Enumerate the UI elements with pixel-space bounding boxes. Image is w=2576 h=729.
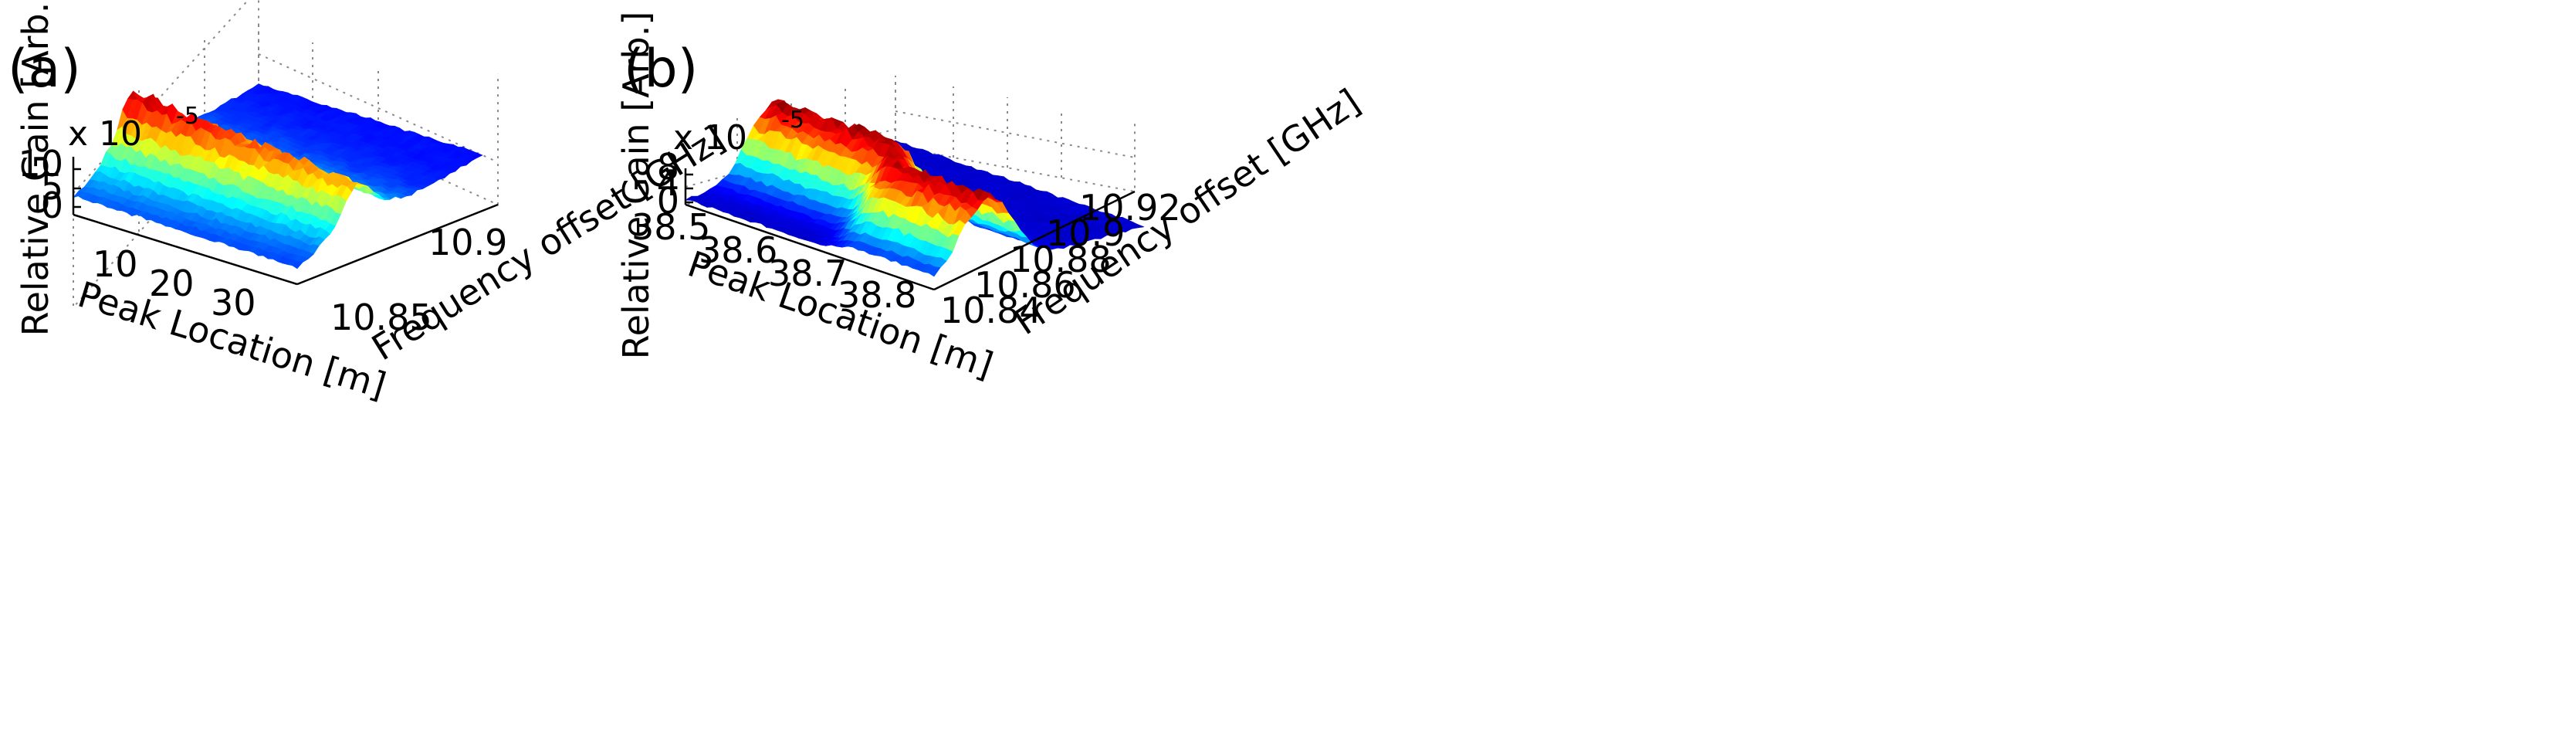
axes-a (72, 157, 499, 286)
surface-patch (928, 266, 941, 277)
x-axis-line-a (73, 213, 298, 286)
x-tick-a-20: 20 (149, 263, 195, 304)
z-tick-a-5: 5 (41, 166, 63, 208)
exponent-label-a: x 10 (68, 114, 142, 154)
z-tick-b-4: 4 (657, 162, 679, 204)
surface-plot-a (73, 83, 483, 270)
x-tick-b-38.6: 38.6 (699, 229, 777, 271)
x-axis-line-b (685, 203, 935, 291)
panel-b: (b) x 10 -5 8 4 0 Relative (615, 12, 1367, 386)
exponent-power-a: -5 (176, 103, 199, 130)
axes-b (684, 168, 1136, 291)
y-tick-b-10.9: 10.9 (1046, 212, 1125, 254)
y-axis-line-b (933, 190, 1136, 291)
z-axis-label-a: Relative Gain [Arb.] (15, 0, 56, 336)
exponent-label-b: x 10 (673, 118, 747, 158)
y-tick-b-10.92: 10.92 (1079, 187, 1181, 229)
x-tick-b-38.8: 38.8 (838, 274, 916, 316)
grid-z-a-2 (258, 53, 499, 163)
grid-z-b-2 (895, 110, 1136, 158)
z-tick-a-10: 10 (18, 143, 63, 185)
y-tick-a-10.85: 10.85 (330, 297, 432, 338)
z-axis-label-b: Relative Gain [Arb.] (615, 12, 657, 360)
z-tick-b-8: 8 (657, 146, 679, 188)
exponent-power-b: -5 (781, 107, 804, 134)
x-tick-b-38.7: 38.7 (768, 253, 847, 294)
surface-plot-b (685, 99, 1145, 277)
y-tick-b-10.86: 10.86 (974, 264, 1076, 306)
z-tick-b-0: 0 (657, 180, 679, 222)
y-axis-line-a (296, 203, 499, 286)
panel-label-a: (a) (8, 39, 81, 100)
x-tick-a-30: 30 (211, 282, 256, 324)
x-tick-a-10: 10 (93, 243, 138, 285)
y-tick-a-10.9: 10.9 (428, 222, 507, 263)
y-tick-b-10.88: 10.88 (1010, 239, 1112, 280)
y-tick-b-10.84: 10.84 (940, 290, 1042, 331)
panel-label-b: (b) (624, 39, 698, 100)
x-tick-b-38.5: 38.5 (631, 206, 710, 248)
surface-patch (292, 261, 303, 270)
z-tick-a-0: 0 (41, 185, 63, 226)
